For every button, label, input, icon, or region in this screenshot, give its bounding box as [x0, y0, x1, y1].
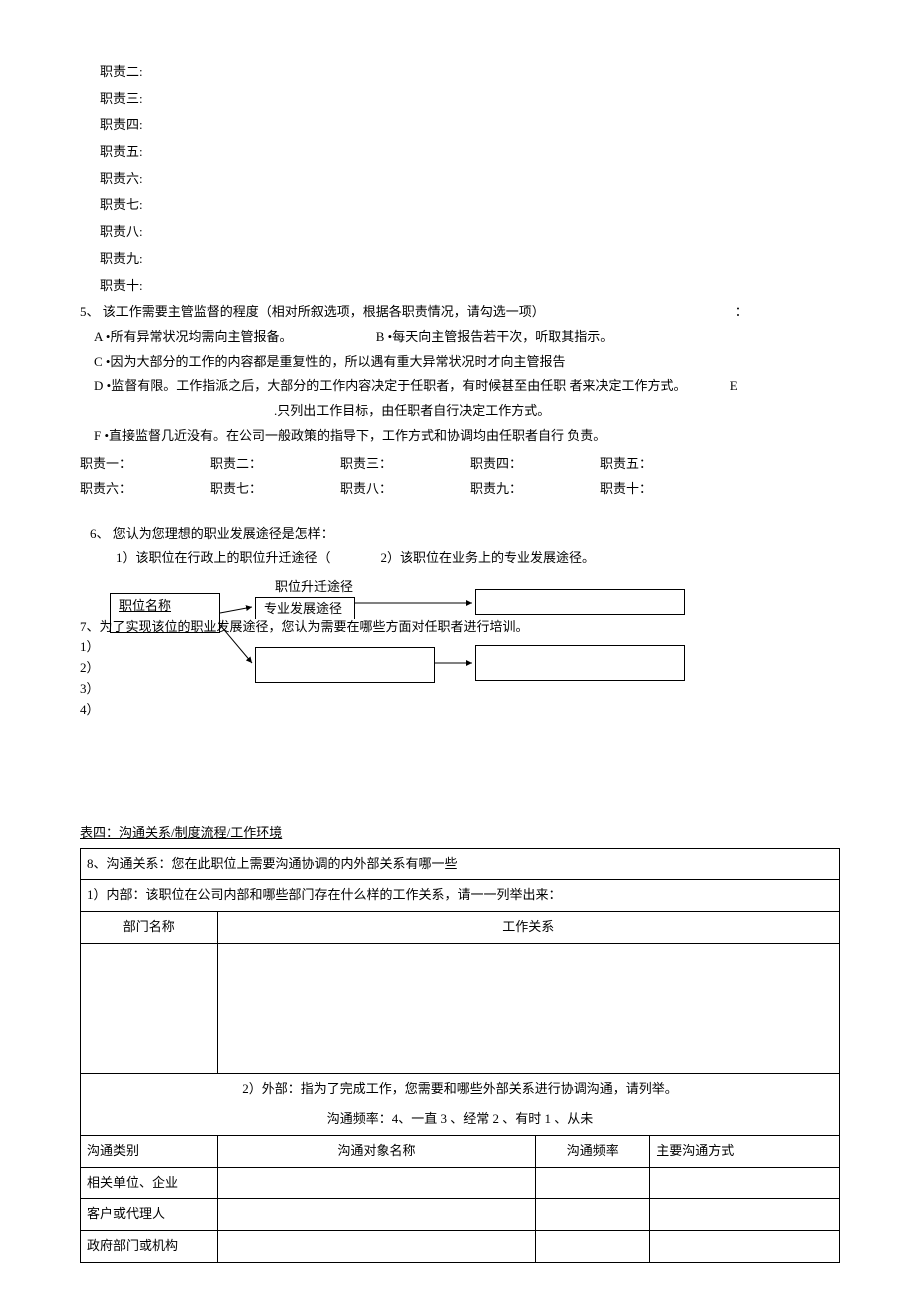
duties-list: 职责二: 职责三: 职责四: 职责五: 职责六: 职责七: 职责八: 职责九: …	[80, 60, 840, 298]
internal-dept-cell	[81, 943, 218, 1073]
col-dept: 部门名称	[81, 911, 218, 943]
duty-6: 职责六:	[100, 167, 840, 192]
ext-row-3-freq	[536, 1231, 650, 1263]
duty-grid: 职责一： 职责二： 职责三： 职责四： 职责五： 职责六： 职责七： 职责八： …	[80, 452, 840, 501]
q5-option-e: E	[730, 378, 738, 393]
table4: 8、沟通关系：您在此职位上需要沟通协调的内外部关系有哪一些 1）内部：该职位在公…	[80, 848, 840, 1263]
ext-row-2-freq	[536, 1199, 650, 1231]
duty-grid-4: 职责四：	[470, 452, 600, 477]
duty-grid-8: 职责八：	[340, 477, 470, 502]
q5-option-e-cont: .只列出工作目标，由任职者自行决定工作方式。	[274, 399, 840, 424]
internal-title: 1）内部：该职位在公司内部和哪些部门存在什么样的工作关系，请一一列举出来：	[81, 880, 840, 912]
duty-9: 职责九:	[100, 247, 840, 272]
q6-sub2: 2）该职位在业务上的专业发展途径。	[381, 546, 596, 571]
duty-2: 职责二:	[100, 60, 840, 85]
q6-title: 6、 您认为您理想的职业发展途径是怎样：	[90, 522, 840, 547]
duty-10: 职责十:	[100, 274, 840, 299]
q6-sub1: 1）该职位在行政上的职位升迁途径（	[116, 546, 331, 571]
internal-rel-cell	[217, 943, 839, 1073]
freq-scale: 沟通频率：4、一直 3 、经常 2 、有时 1 、从未	[81, 1104, 840, 1135]
ext-row-1-method	[650, 1167, 840, 1199]
duty-grid-7: 职责七：	[210, 477, 340, 502]
q7-text: 7、为了实现该位的职业发展途径，您认为需要在哪些方面对任职者进行培训。	[80, 615, 529, 640]
question-6: 6、 您认为您理想的职业发展途径是怎样： 1）该职位在行政上的职位升迁途径（ 2…	[80, 522, 840, 571]
question-5: 5、 该工作需要主管监督的程度（相对所叙选项，根据各职责情况，请勾选一项） ： …	[80, 300, 840, 448]
duty-5: 职责五:	[100, 140, 840, 165]
duty-7: 职责七:	[100, 193, 840, 218]
ext-row-2-target	[217, 1199, 536, 1231]
duty-4: 职责四:	[100, 113, 840, 138]
duty-grid-10: 职责十：	[600, 477, 730, 502]
col-freq: 沟通频率	[536, 1135, 650, 1167]
q7-item-4: 4）	[80, 700, 840, 721]
ext-row-1-type: 相关单位、企业	[81, 1167, 218, 1199]
ext-row-3-target	[217, 1231, 536, 1263]
q5-option-c: C •因为大部分的工作的内容都是重复性的，所以遇有重大异常状况时才向主管报告	[94, 350, 840, 375]
q5-option-b: B •每天向主管报告若干次，听取其指示。	[376, 325, 613, 350]
ext-row-2-type: 客户或代理人	[81, 1199, 218, 1231]
q5-title: 5、 该工作需要主管监督的程度（相对所叙选项，根据各职责情况，请勾选一项）	[80, 300, 545, 325]
q8-title: 8、沟通关系：您在此职位上需要沟通协调的内外部关系有哪一些	[81, 848, 840, 880]
duty-grid-6: 职责六：	[80, 477, 210, 502]
table4-title: 表四：沟通关系/制度流程/工作环境	[80, 821, 840, 846]
col-method: 主要沟通方式	[650, 1135, 840, 1167]
q5-option-a: A •所有异常状况均需向主管报备。	[94, 329, 292, 344]
external-title: 2）外部：指为了完成工作，您需要和哪些外部关系进行协调沟通，请列举。	[81, 1073, 840, 1104]
q5-option-d: D •监督有限。工作指派之后，大部分的工作内容决定于任职者，有时候甚至由任职 者…	[94, 378, 686, 393]
duty-grid-5: 职责五：	[600, 452, 730, 477]
duty-grid-2: 职责二：	[210, 452, 340, 477]
col-target: 沟通对象名称	[217, 1135, 536, 1167]
q5-colon: ：	[735, 300, 748, 325]
duty-8: 职责八:	[100, 220, 840, 245]
col-type: 沟通类别	[81, 1135, 218, 1167]
duty-3: 职责三:	[100, 87, 840, 112]
col-rel: 工作关系	[217, 911, 839, 943]
ext-row-1-freq	[536, 1167, 650, 1199]
ext-row-3-method	[650, 1231, 840, 1263]
ext-row-1-target	[217, 1167, 536, 1199]
duty-grid-1: 职责一：	[80, 452, 210, 477]
career-diagram: 职位升迁途径 职位名称 专业发展途径 7、为了实现该位的职业发展途径，您认为需要…	[80, 575, 840, 700]
ext-row-3-type: 政府部门或机构	[81, 1231, 218, 1263]
duty-grid-9: 职责九：	[470, 477, 600, 502]
ext-row-2-method	[650, 1199, 840, 1231]
q5-option-f: F •直接监督几近没有。在公司一般政策的指导下，工作方式和协调均由任职者自行 负…	[94, 424, 840, 449]
duty-grid-3: 职责三：	[340, 452, 470, 477]
